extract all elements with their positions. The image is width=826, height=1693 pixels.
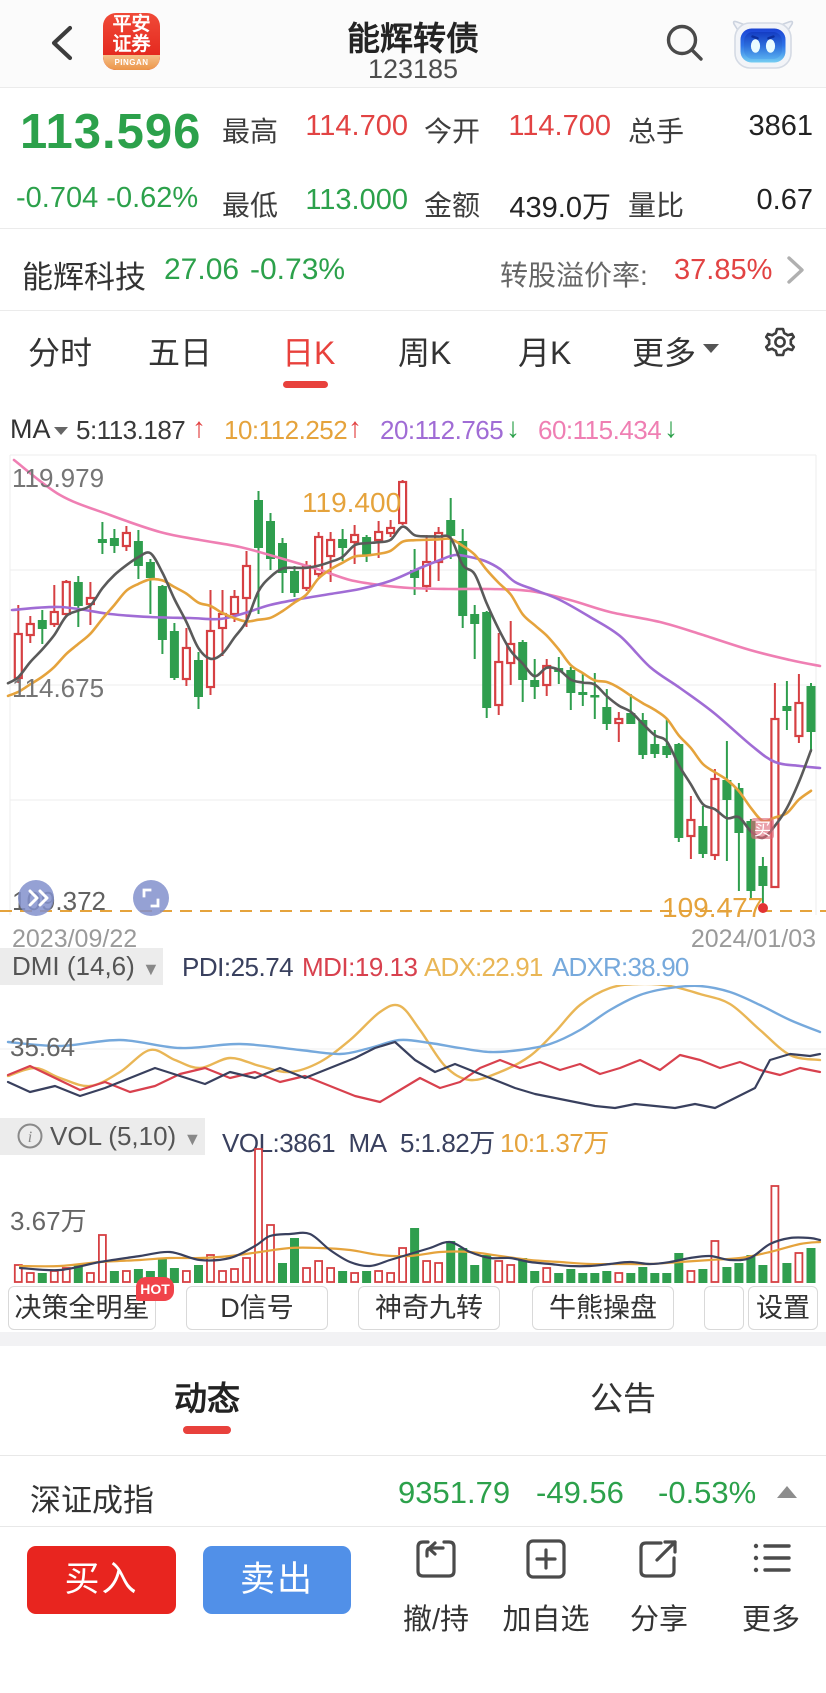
svg-text:买: 买 — [754, 820, 771, 839]
svg-text:2024/01/03: 2024/01/03 — [691, 925, 816, 953]
svg-text:114.675: 114.675 — [12, 673, 104, 703]
svg-text:119.400: 119.400 — [302, 487, 401, 518]
svg-text:109.477: 109.477 — [662, 892, 763, 923]
svg-text:i: i — [28, 1129, 32, 1146]
svg-text:35.64: 35.64 — [10, 1032, 75, 1062]
svg-text:119.979: 119.979 — [12, 463, 104, 493]
svg-text:3.67万: 3.67万 — [10, 1206, 87, 1236]
